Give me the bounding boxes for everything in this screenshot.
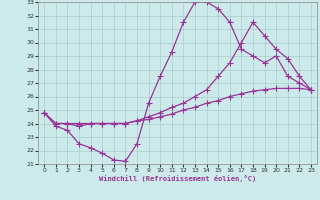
X-axis label: Windchill (Refroidissement éolien,°C): Windchill (Refroidissement éolien,°C) <box>99 175 256 182</box>
